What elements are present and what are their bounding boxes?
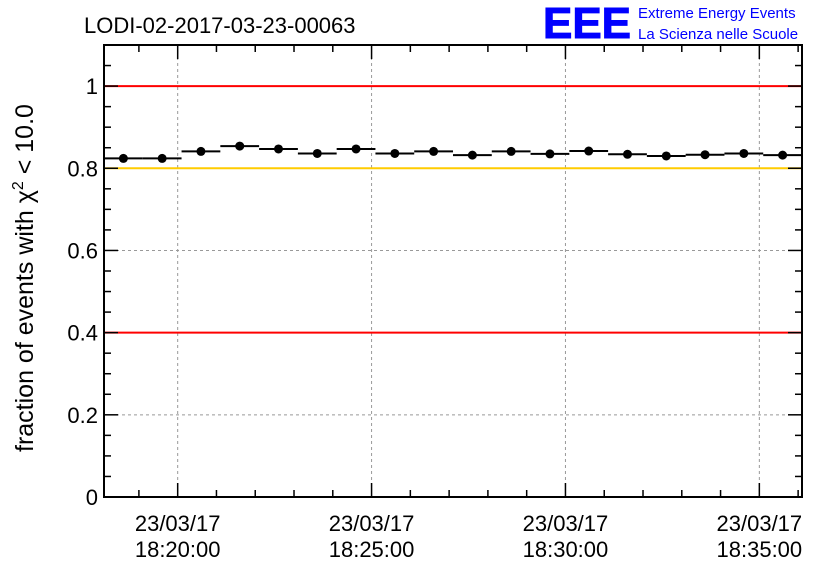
data-point bbox=[196, 146, 206, 156]
data-point bbox=[700, 150, 710, 160]
data-point bbox=[351, 144, 361, 154]
x-tick-label-time: 18:30:00 bbox=[523, 537, 609, 562]
data-point bbox=[506, 146, 516, 156]
logo-line1: Extreme Energy Events bbox=[638, 5, 796, 22]
data-point bbox=[429, 146, 439, 156]
y-tick-label: 0.4 bbox=[67, 321, 98, 346]
data-point bbox=[623, 149, 632, 159]
x-tick-label-time: 18:20:00 bbox=[135, 537, 221, 562]
y-axis-label: fraction of events with χ2 < 10.0 bbox=[10, 104, 39, 452]
y-tick-label: 0.6 bbox=[67, 238, 98, 263]
data-point bbox=[778, 150, 788, 160]
y-tick-label: 0.2 bbox=[67, 403, 98, 428]
plot-frame bbox=[103, 44, 803, 498]
data-point bbox=[274, 144, 283, 154]
data-point bbox=[118, 153, 128, 163]
data-point bbox=[545, 149, 555, 159]
data-point bbox=[157, 153, 167, 163]
data-point bbox=[467, 150, 477, 160]
x-tick-label-time: 18:25:00 bbox=[329, 537, 415, 562]
data-point bbox=[739, 148, 749, 158]
chart-title: LODI-02-2017-03-23-00063 bbox=[84, 13, 356, 38]
y-tick-label: 0.8 bbox=[67, 156, 98, 181]
y-tick-label: 1 bbox=[86, 74, 98, 99]
data-point bbox=[235, 141, 245, 151]
x-tick-label-time: 18:35:00 bbox=[717, 537, 803, 562]
data-point bbox=[390, 148, 400, 158]
data-point bbox=[312, 148, 322, 158]
x-tick-label-date: 23/03/17 bbox=[135, 511, 221, 536]
x-tick-label-date: 23/03/17 bbox=[329, 511, 415, 536]
data-point bbox=[661, 151, 671, 161]
svg-text:EEE: EEE bbox=[543, 0, 631, 48]
logo-line2: La Scienza nelle Scuole bbox=[638, 26, 798, 43]
eee-logo: EEE Extreme Energy Events La Scienza nel… bbox=[543, 0, 799, 49]
x-tick-label-date: 23/03/17 bbox=[717, 511, 803, 536]
data-point bbox=[584, 146, 594, 156]
y-tick-label: 0 bbox=[86, 485, 98, 510]
x-tick-label-date: 23/03/17 bbox=[523, 511, 609, 536]
